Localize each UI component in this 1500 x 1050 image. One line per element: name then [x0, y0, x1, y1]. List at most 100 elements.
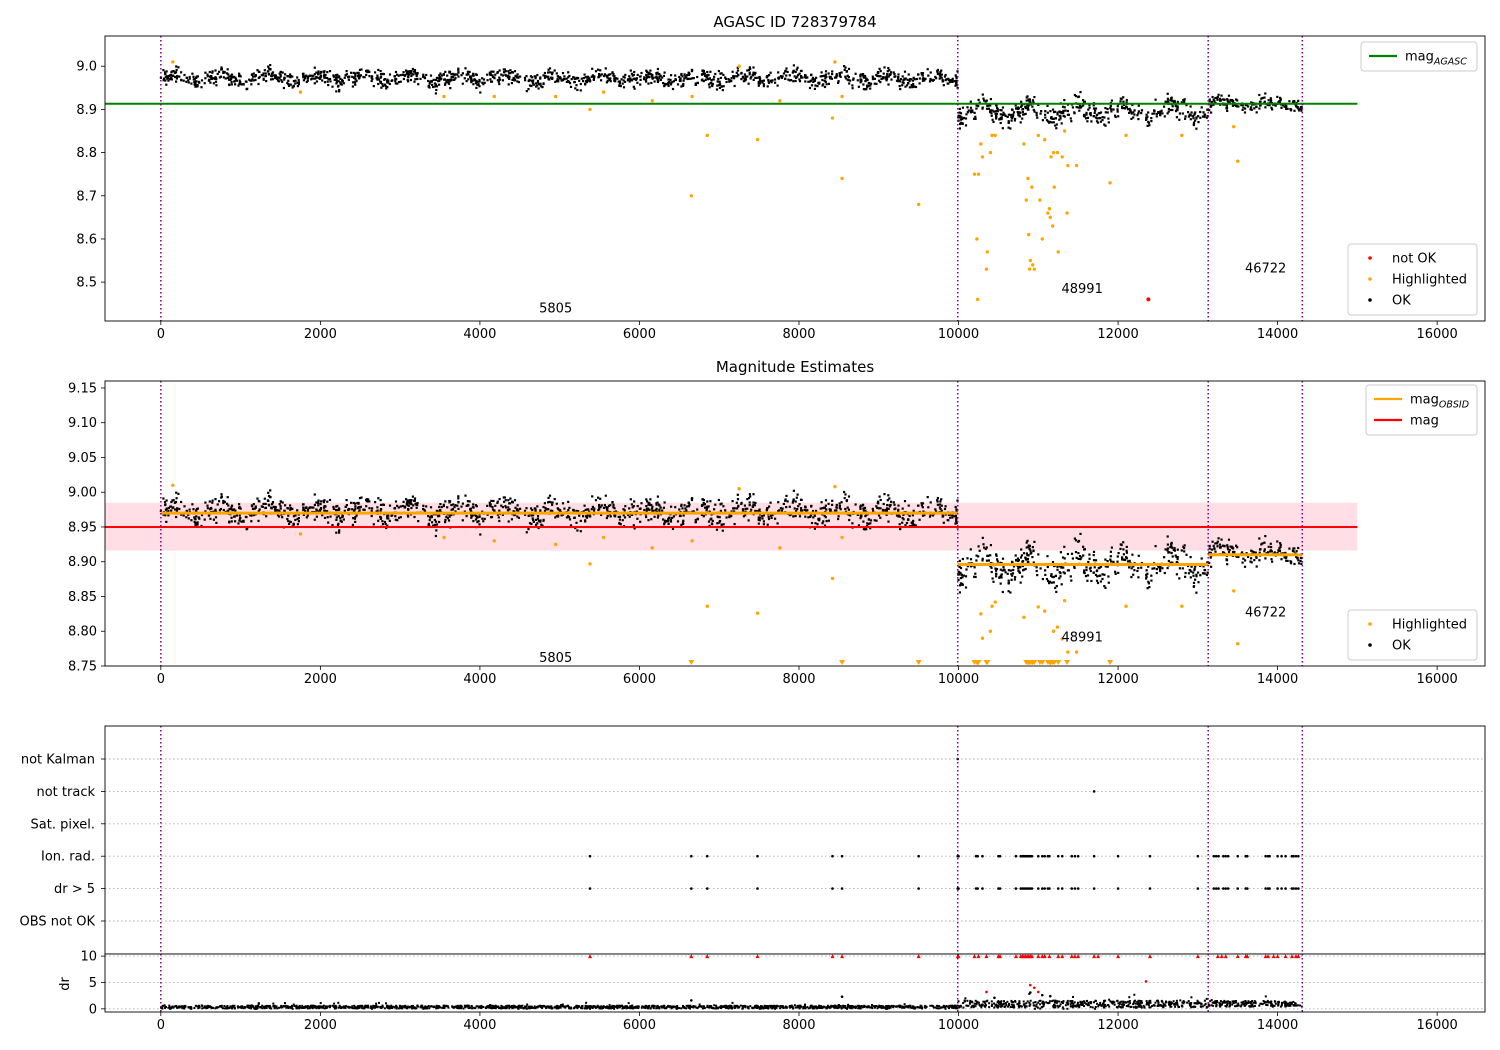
- ok-point: [871, 75, 874, 78]
- ok-point: [266, 499, 269, 502]
- ok-point: [1192, 115, 1195, 118]
- ok-point: [901, 521, 904, 524]
- ok-point: [655, 507, 658, 510]
- highlighted-point: [737, 487, 741, 491]
- ok-point: [1017, 107, 1020, 110]
- ok-point: [921, 502, 925, 505]
- ok-point: [821, 75, 824, 78]
- ok-point: [585, 516, 588, 519]
- ok-point: [442, 503, 445, 506]
- ok-point: [1029, 549, 1032, 552]
- ok-point: [1219, 545, 1222, 549]
- ok-point: [681, 522, 685, 525]
- ok-point: [959, 121, 962, 124]
- ok-point: [405, 69, 408, 72]
- ok-point: [507, 499, 510, 502]
- ok-point: [800, 76, 803, 79]
- ok-point: [537, 526, 540, 530]
- ok-point: [1099, 120, 1102, 123]
- ok-point: [481, 77, 484, 80]
- ok-point: [281, 516, 284, 519]
- ok-point: [1221, 551, 1225, 554]
- ok-point: [743, 504, 746, 507]
- dr-panel: 0 2000 4000 6000 8000 10000 12000 14000 16000051…: [58, 950, 1486, 1033]
- dr-point: [807, 1007, 810, 1010]
- ok-point: [1300, 109, 1303, 112]
- ok-point: [918, 77, 921, 80]
- ok-point: [524, 79, 527, 82]
- ok-point: [534, 77, 537, 80]
- ok-point: [1293, 547, 1296, 550]
- ok-point: [448, 80, 451, 83]
- ok-point: [260, 505, 263, 508]
- flag-point: [1073, 854, 1077, 858]
- ok-point: [795, 510, 798, 513]
- ok-point: [430, 515, 433, 519]
- ok-point: [498, 83, 501, 86]
- ok-point: [1001, 557, 1005, 560]
- highlighted-point: [588, 107, 592, 112]
- ok-point: [869, 522, 872, 525]
- ok-point: [618, 82, 621, 85]
- ok-point: [996, 110, 999, 113]
- ok-point: [862, 528, 865, 531]
- ok-point: [338, 508, 341, 511]
- ok-point: [517, 81, 520, 84]
- ok-point: [884, 76, 887, 79]
- flag-point: [1236, 854, 1240, 858]
- ok-point: [1132, 111, 1135, 114]
- ok-point: [336, 73, 339, 76]
- ok-point: [319, 77, 322, 80]
- ok-point: [1082, 104, 1085, 107]
- ok-point: [335, 80, 338, 83]
- ok-point: [1107, 581, 1110, 584]
- ok-point: [321, 79, 324, 82]
- flag-category-label: Sat. pixel.: [31, 817, 95, 832]
- ok-point: [356, 501, 359, 505]
- ok-point: [354, 520, 357, 523]
- ok-point: [192, 508, 195, 511]
- ok-point: [1212, 544, 1215, 547]
- ok-point: [238, 82, 241, 85]
- ok-point: [824, 77, 827, 80]
- ok-point: [1050, 117, 1053, 120]
- ok-point: [1086, 120, 1089, 123]
- x-tick-label: 2000: [304, 672, 337, 687]
- ok-point: [605, 81, 608, 84]
- ok-point: [586, 514, 589, 517]
- ok-point: [302, 79, 305, 82]
- ok-point: [1263, 96, 1266, 99]
- ok-point: [748, 504, 751, 507]
- ok-point: [162, 513, 165, 516]
- ok-point: [1058, 565, 1062, 568]
- ok-point: [931, 79, 934, 82]
- ok-point: [233, 75, 236, 78]
- ok-point: [1104, 586, 1107, 589]
- ok-point: [1032, 108, 1035, 111]
- ok-point: [339, 519, 342, 522]
- ok-point: [959, 122, 962, 126]
- ok-point: [1205, 573, 1208, 577]
- ok-point: [632, 77, 635, 80]
- ok-point: [755, 510, 758, 513]
- ok-point: [838, 72, 841, 75]
- ok-point: [821, 507, 824, 510]
- ok-point: [516, 75, 519, 78]
- ok-point: [1209, 551, 1212, 554]
- legend-label-text: OK: [1392, 639, 1411, 654]
- ok-point: [684, 75, 687, 78]
- ok-point: [796, 66, 799, 69]
- highlighted-point: [171, 483, 175, 487]
- ok-point: [332, 75, 335, 78]
- ok-point: [656, 71, 659, 74]
- ok-point: [291, 507, 294, 510]
- x-tick-label: 0: [157, 327, 165, 342]
- ok-point: [1082, 571, 1086, 574]
- ok-point: [486, 513, 489, 516]
- ok-point: [1286, 107, 1289, 110]
- ok-point: [711, 82, 714, 86]
- ok-point: [1090, 120, 1093, 123]
- ok-point: [1041, 119, 1044, 122]
- ok-point: [374, 501, 377, 504]
- dr-point: [621, 1004, 623, 1007]
